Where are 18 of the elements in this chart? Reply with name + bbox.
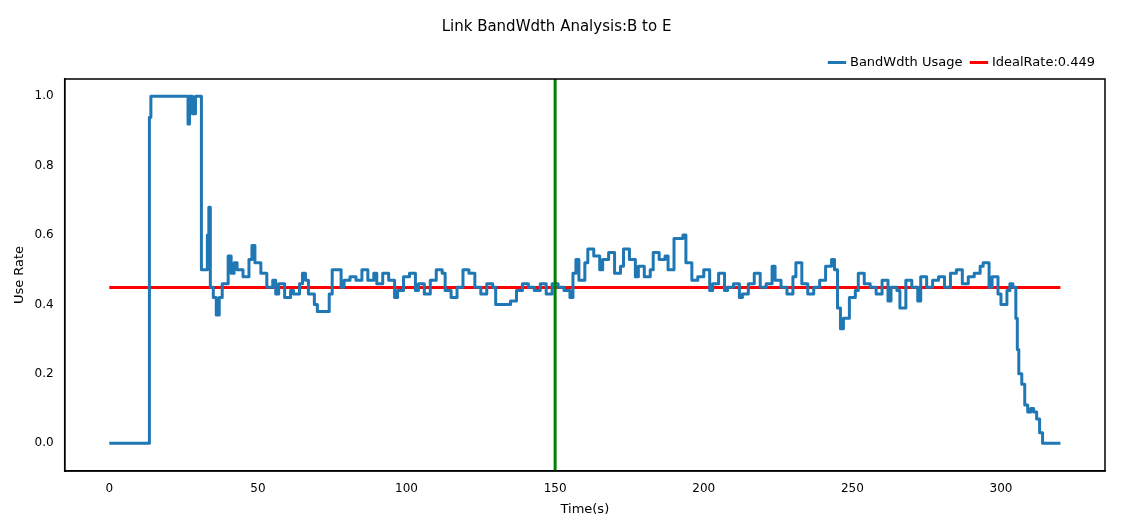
chart-title: Link BandWdth Analysis:B to E	[441, 16, 672, 35]
x-tick-label: 200	[692, 481, 716, 496]
legend-label: IdealRate:0.449	[991, 53, 1096, 69]
y-tick-label: 1.0	[34, 88, 54, 103]
x-tick-label: 300	[989, 481, 1013, 496]
legend-label: BandWdth Usage	[849, 53, 963, 69]
x-tick-label: 50	[250, 481, 266, 496]
y-axis-title: Use Rate	[11, 245, 27, 305]
y-tick-label: 0.2	[34, 365, 54, 380]
y-tick-label: 0.4	[34, 296, 54, 311]
y-tick-label: 0.8	[34, 157, 54, 172]
x-tick-label: 0	[105, 481, 114, 496]
y-tick-label: 0.6	[34, 227, 54, 242]
y-tick-label: 0.0	[34, 435, 54, 450]
x-tick-label: 250	[840, 481, 864, 496]
x-tick-label: 150	[543, 481, 567, 496]
x-axis-title: Time(s)	[559, 500, 610, 516]
x-tick-label: 100	[395, 481, 418, 496]
